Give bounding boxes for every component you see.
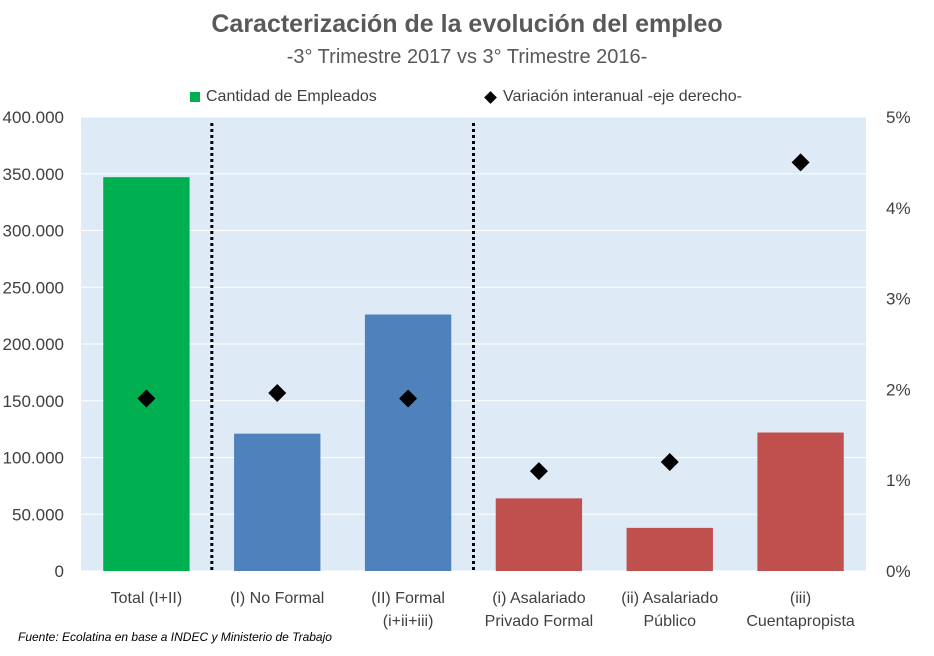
y-right-tick-label: 4% xyxy=(886,199,911,218)
legend-bars-swatch xyxy=(190,92,200,102)
x-tick-label: (ii) Asalariado xyxy=(621,590,718,607)
y-left-tick-label: 200.000 xyxy=(3,335,64,354)
y-left-tick-label: 350.000 xyxy=(3,165,64,184)
y-right-tick-label: 1% xyxy=(886,471,911,490)
bar xyxy=(626,527,713,571)
variation-marker xyxy=(660,453,679,472)
legend-markers: Variación interanual -eje derecho- xyxy=(484,88,742,106)
bar xyxy=(103,177,190,571)
y-left-tick-label: 400.000 xyxy=(3,108,64,127)
y-right-tick-label: 2% xyxy=(886,380,911,399)
y-right-tick-label: 3% xyxy=(886,290,911,309)
x-tick-label: (II) Formal xyxy=(371,590,445,607)
variation-marker xyxy=(791,153,810,172)
y-right-tick-label: 5% xyxy=(886,108,911,127)
y-left-tick-label: 300.000 xyxy=(3,222,64,241)
legend-bars: Cantidad de Empleados xyxy=(190,88,377,106)
y-left-tick-label: 100.000 xyxy=(3,449,64,468)
bar xyxy=(234,433,321,571)
y-left-tick-label: 50.000 xyxy=(12,505,64,524)
bar xyxy=(757,432,844,571)
x-tick-label: (i) Asalariado xyxy=(492,590,585,607)
y-left-tick-label: 250.000 xyxy=(3,278,64,297)
x-tick-label: Público xyxy=(644,613,697,630)
chart-subtitle: -3° Trimestre 2017 vs 3° Trimestre 2016- xyxy=(286,46,648,68)
x-tick-label: Total (I+II) xyxy=(111,590,183,607)
variation-marker xyxy=(268,384,287,403)
variation-marker xyxy=(137,389,156,408)
bar xyxy=(364,314,452,571)
legend-bars-label: Cantidad de Empleados xyxy=(206,88,377,105)
x-tick-label: Privado Formal xyxy=(485,613,593,630)
x-tick-label: (i+ii+iii) xyxy=(383,613,434,630)
variation-marker xyxy=(529,462,548,481)
variation-marker xyxy=(399,389,418,408)
y-left-tick-label: 150.000 xyxy=(3,392,64,411)
x-tick-label: Cuentapropista xyxy=(746,613,855,630)
chart-title: Caracterización de la evolución del empl… xyxy=(211,10,723,38)
y-left-tick-label: 0 xyxy=(55,562,64,581)
source-note: Fuente: Ecolatina en base a INDEC y Mini… xyxy=(18,630,332,644)
bar xyxy=(495,498,583,571)
y-right-tick-label: 0% xyxy=(886,562,911,581)
legend-markers-label: Variación interanual -eje derecho- xyxy=(503,88,742,105)
x-tick-label: (I) No Formal xyxy=(230,590,324,607)
x-tick-label: (iii) xyxy=(790,590,811,607)
